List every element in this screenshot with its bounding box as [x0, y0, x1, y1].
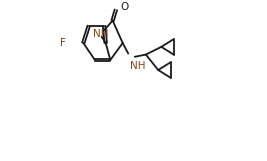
- Text: F: F: [60, 38, 65, 48]
- Text: O: O: [120, 2, 129, 12]
- Text: NH: NH: [93, 29, 108, 39]
- Text: NH: NH: [130, 61, 146, 71]
